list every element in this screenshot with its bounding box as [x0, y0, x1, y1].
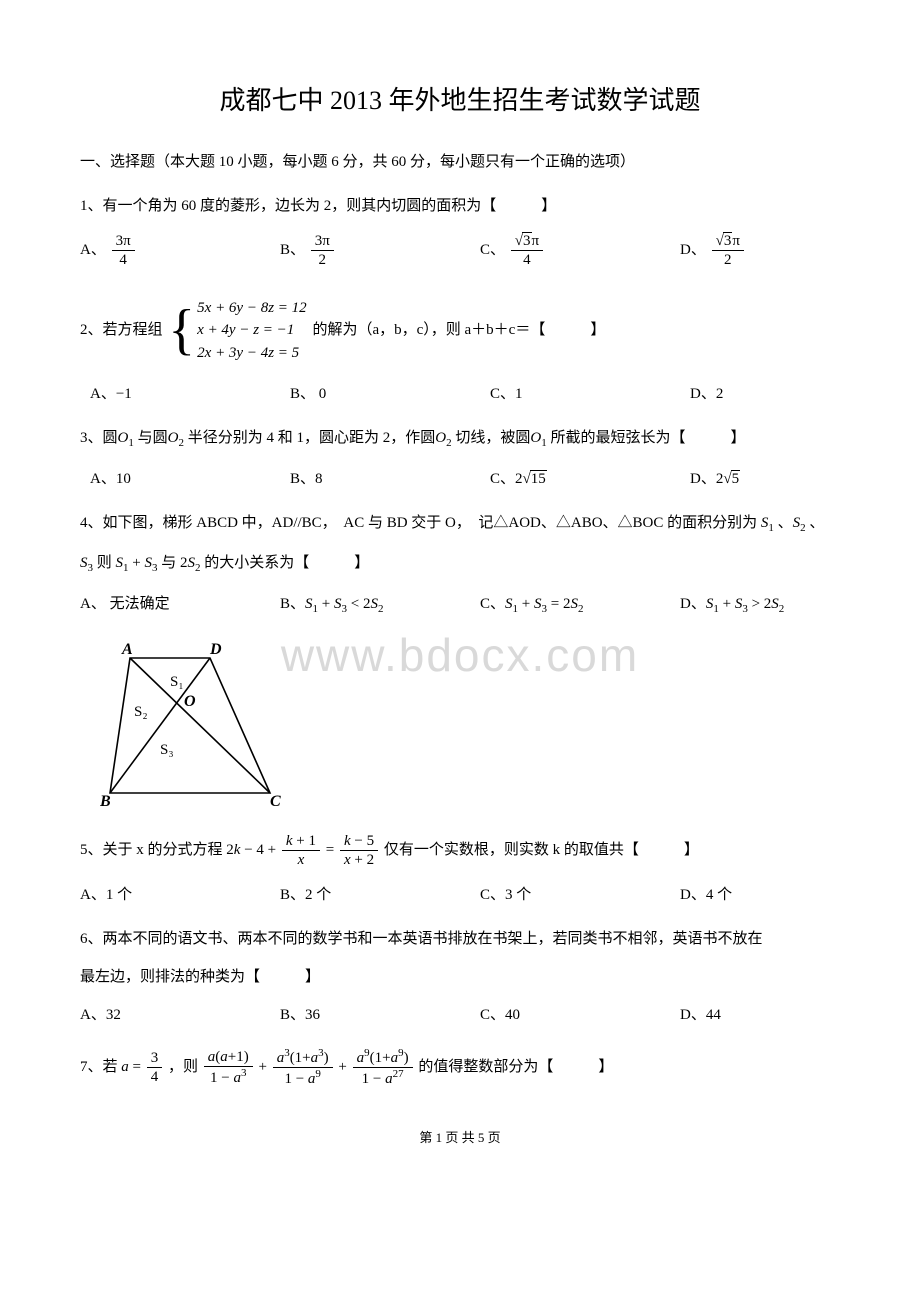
- q2-options: A、−1 B、 0 C、1 D、2: [80, 382, 840, 406]
- q2-option-b: B、 0: [290, 382, 490, 406]
- q4-option-b: B、S1 + S3 < 2S2: [280, 592, 480, 619]
- question-6-line1: 6、两本不同的语文书、两本不同的数学书和一本英语书排放在书架上，若同类书不相邻，…: [80, 927, 840, 951]
- label-d: D: [209, 641, 222, 658]
- q3-option-a: A、10: [90, 467, 290, 491]
- q4-option-a: A、 无法确定: [80, 592, 280, 619]
- q5-option-b: B、2 个: [280, 883, 480, 907]
- q1-options: A、 3π4 B、 3π2 C、 3π4 D、 3π2: [80, 232, 840, 269]
- page-footer: 第 1 页 共 5 页: [80, 1128, 840, 1149]
- q6-option-a: A、32: [80, 1003, 280, 1027]
- q1-option-d: D、 3π2: [680, 232, 840, 269]
- question-7: 7、若 a = 34 ，则 a(a+1)1 − a3 + a3(1+a3)1 −…: [80, 1047, 840, 1088]
- q3-options: A、10 B、8 C、215 D、25: [80, 467, 840, 491]
- q5-option-d: D、4 个: [680, 883, 840, 907]
- question-5: 5、关于 x 的分式方程 2k − 4 + k + 1x = k − 5x + …: [80, 832, 840, 869]
- q4-options: A、 无法确定 B、S1 + S3 < 2S2 C、S1 + S3 = 2S2 …: [80, 592, 840, 619]
- q5-option-a: A、1 个: [80, 883, 280, 907]
- section-header: 一、选择题（本大题 10 小题，每小题 6 分，共 60 分，每小题只有一个正确…: [80, 150, 840, 174]
- q1-option-a: A、 3π4: [80, 232, 280, 269]
- page-title: 成都七中 2013 年外地生招生考试数学试题: [80, 80, 840, 122]
- q6-option-b: B、36: [280, 1003, 480, 1027]
- question-6-line2: 最左边，则排法的种类为【 】: [80, 965, 840, 989]
- q6-option-c: C、40: [480, 1003, 680, 1027]
- label-a: A: [121, 641, 133, 658]
- q5-option-c: C、3 个: [480, 883, 680, 907]
- label-s1: S₁: [170, 674, 184, 690]
- q4-option-d: D、S1 + S3 > 2S2: [680, 592, 840, 619]
- q6-option-d: D、44: [680, 1003, 840, 1027]
- question-4-line2: S3 则 S1 + S3 与 2S2 的大小关系为【 】: [80, 551, 840, 578]
- q1-option-b: B、 3π2: [280, 232, 480, 269]
- q4-option-c: C、S1 + S3 = 2S2: [480, 592, 680, 619]
- question-4-line1: 4、如下图，梯形 ABCD 中，AD//BC， AC 与 BD 交于 O， 记△…: [80, 511, 840, 538]
- trapezoid-diagram: A D B C O S₁ S₂ S₃: [100, 638, 840, 816]
- label-s2: S₂: [134, 704, 148, 720]
- q2-option-c: C、1: [490, 382, 690, 406]
- question-2: 2、若方程组 { 5x + 6y − 8z = 12 x + 4y − z = …: [80, 293, 840, 369]
- q2-option-d: D、2: [690, 382, 850, 406]
- q5-options: A、1 个 B、2 个 C、3 个 D、4 个: [80, 883, 840, 907]
- q3-option-d: D、25: [690, 467, 850, 491]
- equation-system: { 5x + 6y − 8z = 12 x + 4y − z = −1 2x +…: [168, 297, 306, 365]
- q1-option-c: C、 3π4: [480, 232, 680, 269]
- label-b: B: [100, 793, 111, 808]
- q2-option-a: A、−1: [90, 382, 290, 406]
- question-1: 1、有一个角为 60 度的菱形，边长为 2，则其内切圆的面积为【 】: [80, 194, 840, 218]
- q6-options: A、32 B、36 C、40 D、44: [80, 1003, 840, 1027]
- q3-option-b: B、8: [290, 467, 490, 491]
- label-o: O: [184, 693, 196, 710]
- label-s3: S₃: [160, 742, 174, 758]
- label-c: C: [270, 793, 281, 808]
- q3-option-c: C、215: [490, 467, 690, 491]
- question-3: 3、圆O1 与圆O2 半径分别为 4 和 1，圆心距为 2，作圆O2 切线，被圆…: [80, 426, 840, 453]
